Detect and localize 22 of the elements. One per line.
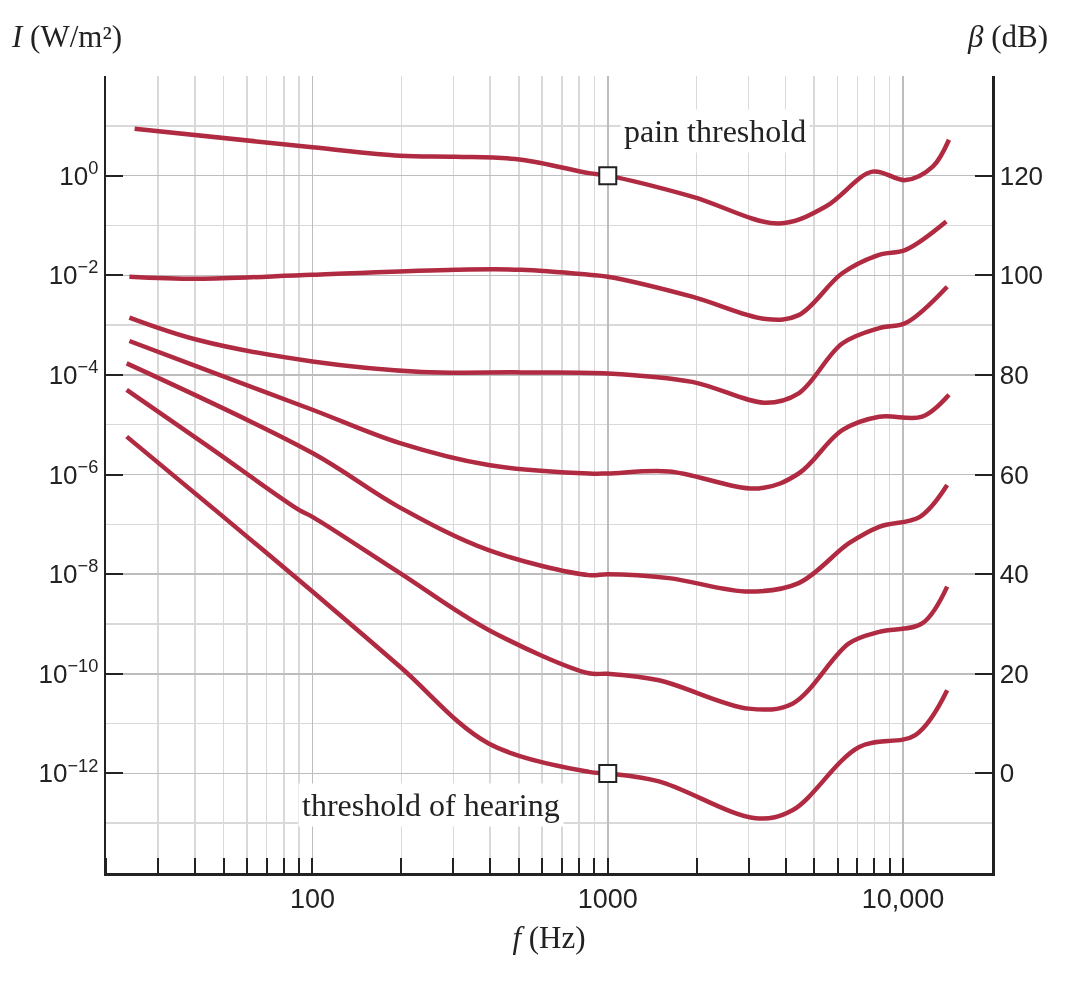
annotation: pain threshold	[624, 113, 807, 149]
x-tick-label: 10,000	[861, 883, 945, 914]
y2-tick-label: 120	[999, 160, 1044, 191]
y-tick-label: 10$^{−12}$	[38, 755, 99, 789]
x-tick-label: 1000	[577, 883, 638, 914]
y-axis-title: I (W/m²)	[11, 19, 123, 54]
y2-axis-title: β (dB)	[967, 19, 1049, 54]
annotation: threshold of hearing	[302, 787, 560, 823]
x-tick-label: 100	[289, 883, 335, 914]
y2-tick-label: 0	[999, 758, 1015, 789]
y-tick-label: 10$^{−6}$	[48, 456, 99, 490]
y2-tick-label: 100	[999, 260, 1044, 291]
y2-tick-label: 80	[999, 359, 1029, 390]
y-tick-label: 10$^{−2}$	[48, 257, 99, 291]
y2-tick-label: 20	[999, 658, 1029, 689]
y-tick-label: 10$^{−10}$	[38, 655, 99, 689]
y2-tick-label: 40	[999, 559, 1029, 590]
y-tick-label: 10$^{−4}$	[48, 357, 99, 390]
y-tick-label: 10$^{−8}$	[48, 556, 99, 590]
x-axis-title: f (Hz)	[512, 920, 586, 956]
y-tick-label: 10$^{0}$	[59, 157, 99, 191]
y2-tick-label: 60	[999, 459, 1029, 490]
